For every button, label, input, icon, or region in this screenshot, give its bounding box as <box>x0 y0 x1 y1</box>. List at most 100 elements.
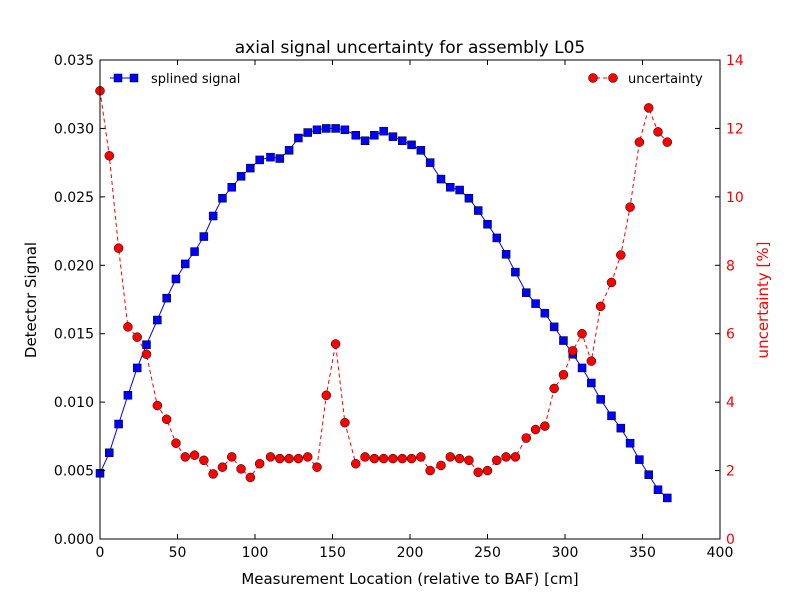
x-tick-label: 0 <box>96 545 105 561</box>
signal-point <box>153 315 162 325</box>
signal-point <box>181 259 190 269</box>
signal-point <box>142 340 151 349</box>
x-tick-label: 400 <box>707 545 734 561</box>
signal-point <box>425 158 435 167</box>
plot-area <box>95 86 673 503</box>
uncertainty-point <box>189 450 200 460</box>
uncertainty-point <box>625 202 635 212</box>
signal-point <box>616 423 626 433</box>
uncertainty-point <box>388 453 398 464</box>
uncertainty-point <box>330 339 341 349</box>
uncertainty-point <box>464 455 474 466</box>
x-tick-label: 100 <box>242 545 269 561</box>
signal-point <box>559 336 568 345</box>
axis-ticks: 0 50 100 150 200 250 300 350 4000.0000.0050.0100… <box>54 53 744 561</box>
signal-point <box>607 411 616 421</box>
x-tick-label: 150 <box>319 545 346 561</box>
legend-signal-marker <box>129 73 139 83</box>
uncertainty-point <box>454 453 465 464</box>
uncertainty-point <box>152 400 163 411</box>
uncertainty-point <box>293 453 304 464</box>
uncertainty-point <box>180 452 190 462</box>
signal-point <box>370 131 379 140</box>
signal-point <box>635 455 644 464</box>
uncertainty-point <box>662 137 673 147</box>
uncertainty-point <box>265 452 276 462</box>
signal-point <box>132 363 142 373</box>
y-tick-label: 0.005 <box>54 464 94 480</box>
uncertainty-point <box>473 467 483 478</box>
uncertainty-point <box>492 455 502 466</box>
uncertainty-point <box>236 464 246 474</box>
uncertainty-point <box>406 453 417 464</box>
uncertainty-point <box>171 438 181 448</box>
legend-uncertainty-label: uncertainty <box>628 72 703 87</box>
legend-signal-label: splined signal <box>151 72 240 87</box>
uncertainty-point <box>302 452 313 462</box>
signal-point <box>227 183 236 192</box>
uncertainty-point <box>369 453 380 464</box>
y2-tick-label: 6 <box>726 327 735 343</box>
uncertainty-point <box>141 349 152 359</box>
signal-point <box>577 363 587 373</box>
y-axis-label: Detector Signal <box>22 242 40 358</box>
signal-point <box>218 193 227 203</box>
y2-tick-label: 8 <box>726 258 735 274</box>
signal-point <box>549 322 559 332</box>
y2-tick-label: 10 <box>726 190 744 206</box>
x-tick-label: 200 <box>397 545 424 561</box>
uncertainty-point <box>530 424 541 435</box>
uncertainty-point <box>445 452 456 462</box>
y2-tick-label: 4 <box>726 395 735 411</box>
uncertainty-point <box>227 452 237 462</box>
uncertainty-point <box>321 390 332 401</box>
signal-point <box>540 308 550 318</box>
signal-point <box>407 140 416 150</box>
uncertainty-point <box>616 250 626 260</box>
y2-tick-label: 14 <box>726 53 744 69</box>
uncertainty-point <box>351 458 361 469</box>
uncertainty-point <box>510 452 521 462</box>
y2-tick-label: 0 <box>726 532 735 548</box>
signal-point <box>266 152 275 162</box>
uncertainty-point <box>199 455 209 466</box>
legend-signal-marker <box>113 73 123 83</box>
uncertainty-point <box>217 462 228 472</box>
uncertainty-point <box>123 322 133 332</box>
y-tick-label: 0.015 <box>54 327 94 343</box>
signal-point <box>473 206 483 215</box>
signal-point <box>416 146 426 155</box>
y2-axis-label: uncertainty [%] <box>754 242 772 359</box>
signal-point <box>653 485 663 494</box>
uncertainty-point <box>113 243 124 253</box>
x-tick-label: 300 <box>552 545 579 561</box>
signal-point <box>284 146 294 155</box>
signal-point <box>511 267 520 277</box>
signal-point <box>379 126 388 136</box>
chart-title: axial signal uncertainty for assembly L0… <box>235 38 586 58</box>
signal-point <box>331 124 340 133</box>
legend-uncertainty-marker <box>588 73 598 83</box>
signal-point <box>398 136 407 145</box>
signal-point <box>446 183 455 192</box>
signal-point <box>388 132 398 141</box>
signal-point <box>455 185 464 195</box>
uncertainty-point <box>643 103 654 113</box>
signal-point <box>105 448 114 458</box>
uncertainty-point <box>275 453 285 464</box>
y-tick-label: 0.025 <box>54 190 94 206</box>
signal-point <box>322 124 331 133</box>
x-tick-label: 350 <box>629 545 656 561</box>
uncertainty-point <box>161 414 172 424</box>
uncertainty-point <box>284 453 294 464</box>
uncertainty-point <box>558 370 569 380</box>
uncertainty-point <box>577 328 587 339</box>
signal-point <box>275 154 285 163</box>
signal-point <box>644 470 653 479</box>
uncertainty-point <box>501 452 511 462</box>
uncertainty-point <box>340 417 350 428</box>
signal-point <box>123 391 133 400</box>
signal-point <box>501 250 511 259</box>
y-tick-label: 0.020 <box>54 258 94 274</box>
